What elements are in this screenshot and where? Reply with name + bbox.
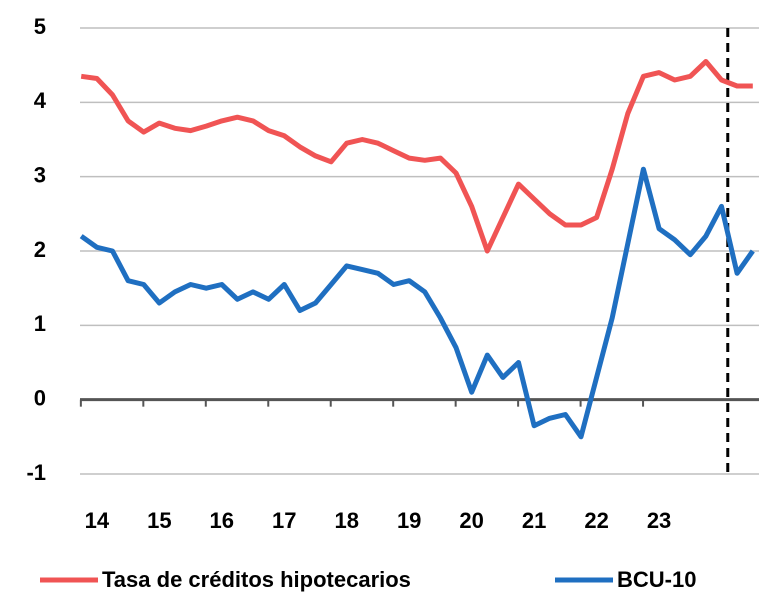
x-tick-label: 16: [210, 508, 234, 533]
x-tick-label: 20: [459, 508, 483, 533]
x-tick-label: 18: [334, 508, 358, 533]
y-tick-label: 4: [34, 88, 47, 113]
y-tick-label: 2: [34, 237, 46, 262]
y-tick-label: -1: [26, 460, 46, 485]
series-line: [79, 166, 755, 440]
y-tick-label: 3: [34, 162, 46, 187]
x-tick-label: 15: [147, 508, 171, 533]
y-tick-label: 1: [34, 311, 46, 336]
x-tick-label: 23: [647, 508, 671, 533]
x-tick-label: 14: [85, 508, 110, 533]
y-tick-label: 0: [34, 385, 46, 410]
x-tick-label: 19: [397, 508, 421, 533]
y-tick-label: 5: [34, 14, 46, 39]
series-line: [80, 59, 753, 254]
x-tick-label: 21: [522, 508, 546, 533]
x-tick-label: 22: [584, 508, 608, 533]
legend-label: BCU-10: [617, 567, 696, 592]
x-tick-label: 17: [272, 508, 296, 533]
legend-label: Tasa de créditos hipotecarios: [102, 567, 411, 592]
